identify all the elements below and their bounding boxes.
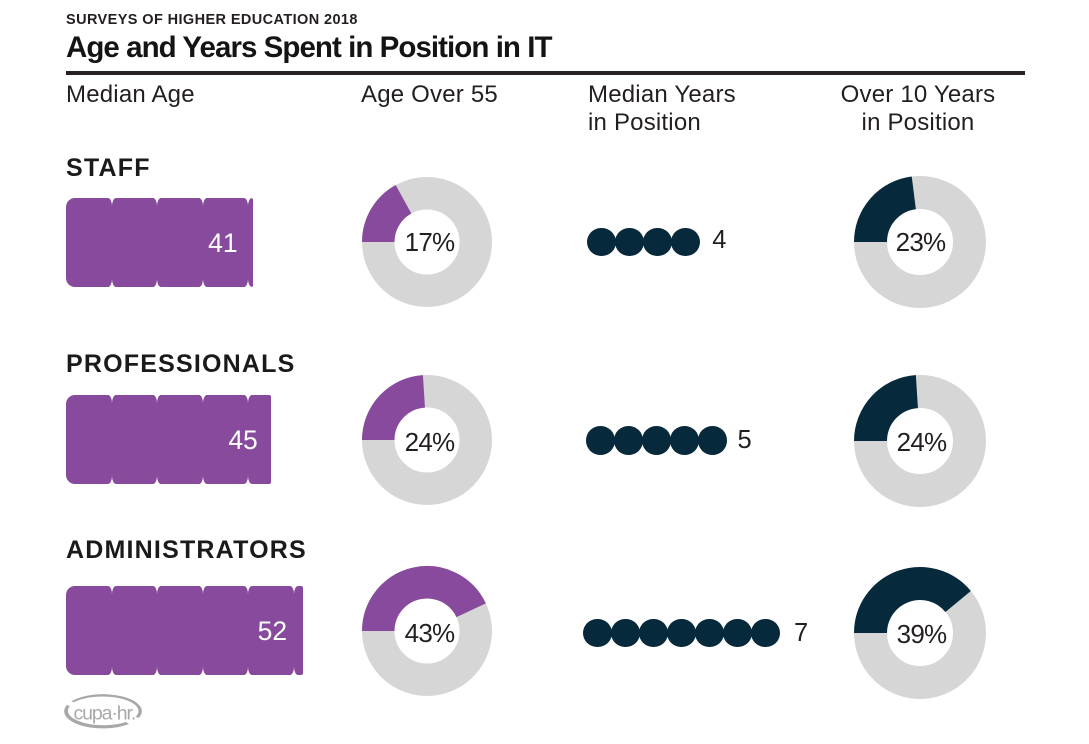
svg-text:cupa·hr.: cupa·hr. (74, 703, 136, 725)
